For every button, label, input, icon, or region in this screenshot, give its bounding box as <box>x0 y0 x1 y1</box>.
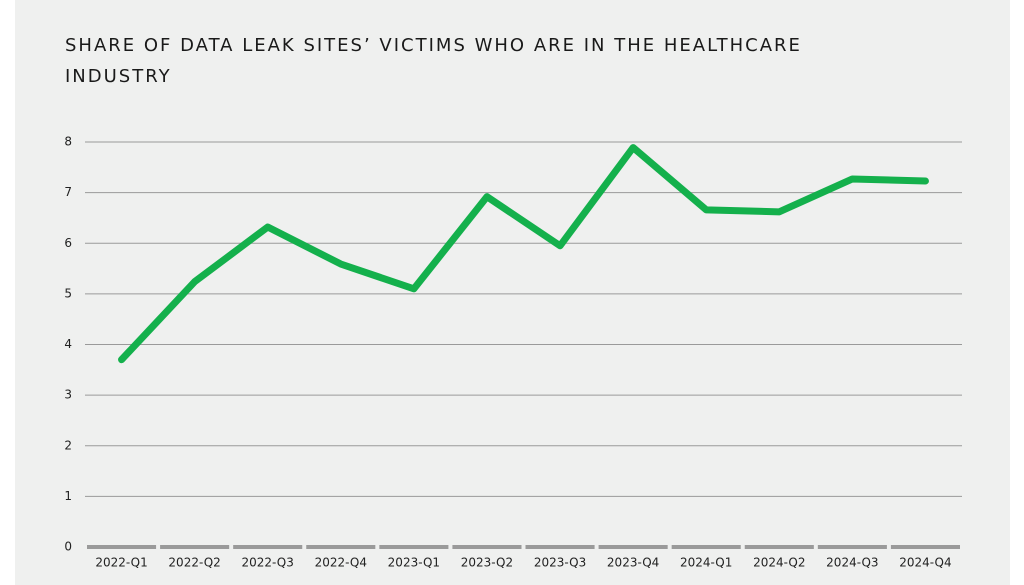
x-tick-label: 2024-Q3 <box>826 556 878 570</box>
x-tick-label: 2022-Q4 <box>315 556 367 570</box>
x-tick-label: 2024-Q4 <box>899 556 951 570</box>
y-tick-label: 2 <box>64 438 72 452</box>
y-tick-label: 0 <box>64 540 72 554</box>
data-line <box>118 144 929 364</box>
x-tick-label: 2023-Q3 <box>534 556 586 570</box>
y-tick-label: 8 <box>64 135 72 149</box>
y-tick-label: 6 <box>64 236 72 250</box>
y-tick-label: 1 <box>64 489 72 503</box>
x-tick-label: 2022-Q3 <box>242 556 294 570</box>
x-tick-label: 2023-Q1 <box>388 556 440 570</box>
x-tick-label: 2022-Q1 <box>95 556 147 570</box>
y-tick-label: 7 <box>64 185 72 199</box>
y-tick-label: 5 <box>64 286 72 300</box>
chart-title: SHARE OF DATA LEAK SITES’ VICTIMS WHO AR… <box>65 35 802 87</box>
x-tick-label: 2024-Q1 <box>680 556 732 570</box>
x-tick-label: 2022-Q2 <box>168 556 220 570</box>
x-tick-label: 2023-Q4 <box>607 556 659 570</box>
x-tick-label: 2023-Q2 <box>461 556 513 570</box>
y-tick-label: 4 <box>64 337 72 351</box>
y-tick-label: 3 <box>64 388 72 402</box>
x-tick-label: 2024-Q2 <box>753 556 805 570</box>
